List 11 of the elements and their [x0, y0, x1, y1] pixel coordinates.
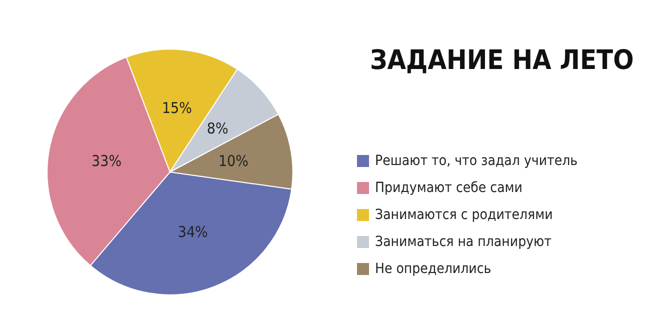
data-label: 34%	[178, 223, 208, 242]
chart-title: ЗАДАНИЕ НА ЛЕТО	[370, 45, 634, 76]
data-label: 33%	[92, 152, 122, 170]
data-label: 8%	[206, 120, 228, 138]
legend-label: Занимаются с родителями	[375, 207, 553, 223]
legend-label: Заниматься на планируют	[375, 234, 552, 250]
legend-label: Придумают себе сами	[375, 180, 522, 196]
legend-label: Решают то, что задал учитель	[375, 153, 578, 169]
legend-label: Не определились	[375, 261, 492, 277]
data-label: 10%	[218, 152, 249, 170]
data-label: 15%	[162, 98, 192, 117]
